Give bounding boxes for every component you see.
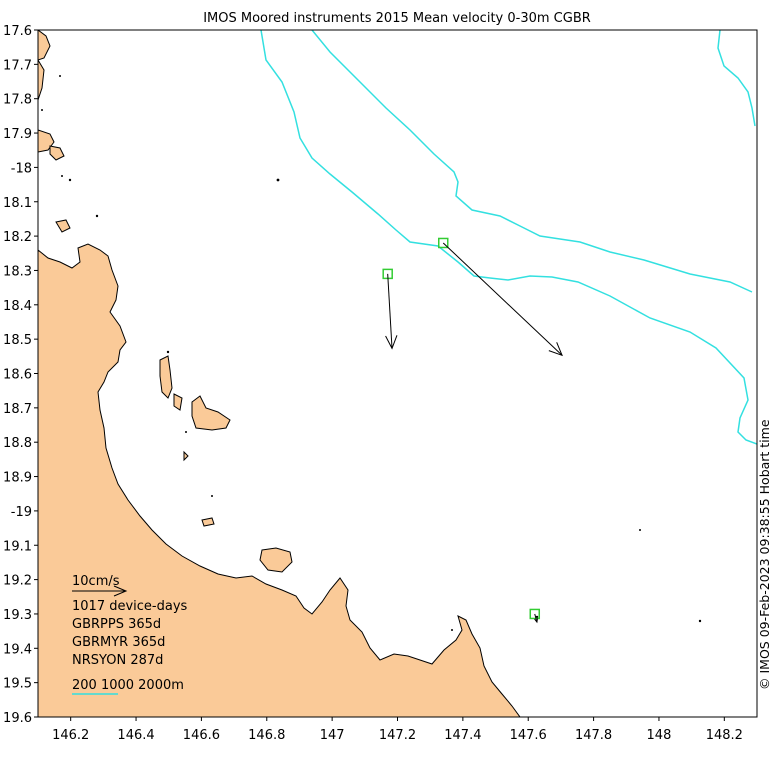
x-tick-label: 148.2 xyxy=(706,728,743,743)
isobath-200m xyxy=(260,30,757,445)
island xyxy=(38,30,51,61)
legend-station-1: GBRPPS 365d xyxy=(72,617,161,632)
island xyxy=(38,59,45,101)
legend-station-2: GBRMYR 365d xyxy=(72,635,165,650)
y-tick-label: 18.8 xyxy=(3,436,32,451)
x-tick-label: 146.2 xyxy=(52,728,89,743)
x-tick-label: 146.8 xyxy=(248,728,285,743)
map-title: IMOS Moored instruments 2015 Mean veloci… xyxy=(203,11,591,26)
island xyxy=(159,355,173,399)
x-axis: 146.2 146.4 146.6 146.8 147 147.2 147.4 147.6 14… xyxy=(52,717,743,743)
x-tick-label: 147.6 xyxy=(510,728,547,743)
x-tick-label: 147 xyxy=(320,728,345,743)
reef-dots xyxy=(41,75,702,631)
velocity-arrowhead-gbrpps xyxy=(385,335,398,350)
isobaths xyxy=(260,30,757,445)
x-tick-label: 147.8 xyxy=(575,728,612,743)
copyright-note: © IMOS 09-Feb-2023 09:38:55 Hobart time xyxy=(757,419,772,690)
island xyxy=(201,517,215,527)
legend-scale-arrow xyxy=(72,585,128,597)
x-tick-label: 148 xyxy=(647,728,672,743)
y-axis: 17.6 17.7 17.8 17.9 -18 18.1 18.2 18.3 18.4 18.5 1… xyxy=(3,24,38,726)
y-tick-label: 19.5 xyxy=(3,677,32,692)
y-tick-label: 19.3 xyxy=(3,608,32,623)
island xyxy=(173,393,183,411)
island xyxy=(191,395,231,431)
mooring-layer xyxy=(382,237,563,624)
y-tick-label: 18.4 xyxy=(3,299,32,314)
mainland-land xyxy=(38,243,521,717)
y-tick-label: 17.8 xyxy=(3,93,32,108)
mooring-marker-nrsyon xyxy=(529,608,541,620)
island xyxy=(49,145,65,161)
island xyxy=(55,219,71,233)
y-tick-label: 19.2 xyxy=(3,574,32,589)
x-tick-label: 146.4 xyxy=(117,728,154,743)
island xyxy=(259,547,293,573)
isobath-1000m xyxy=(311,30,753,293)
y-tick-label: 18.5 xyxy=(3,333,32,348)
isobath-2000m xyxy=(717,30,756,127)
legend: 10cm/s 1017 device-days GBRPPS 365d GBRM… xyxy=(72,574,188,695)
y-tick-label: 17.6 xyxy=(3,24,32,39)
velocity-arrowhead-gbrmyr xyxy=(548,342,563,357)
y-tick-label: 19.4 xyxy=(3,642,32,657)
y-tick-label: 18.2 xyxy=(3,230,32,245)
velocity-arrowhead-nrsyon xyxy=(534,618,539,624)
y-tick-label: 18.3 xyxy=(3,264,32,279)
velocity-arrow-gbrmyr xyxy=(442,242,563,356)
legend-isobaths-label: 200 1000 2000m xyxy=(72,678,184,693)
mooring-marker-gbrmyr xyxy=(438,237,449,249)
legend-scale-label: 10cm/s xyxy=(72,574,120,589)
y-tick-label: 17.7 xyxy=(3,58,32,73)
y-tick-label: -19 xyxy=(11,505,32,520)
y-tick-label: 17.9 xyxy=(3,127,32,142)
x-tick-label: 146.6 xyxy=(183,728,220,743)
legend-device-days: 1017 device-days xyxy=(72,599,188,614)
velocity-arrow-nrsyon xyxy=(534,613,538,623)
y-tick-label: 19.6 xyxy=(3,711,32,726)
y-tick-label: 18.1 xyxy=(3,196,32,211)
x-tick-label: 147.4 xyxy=(444,728,481,743)
legend-station-3: NRSYON 287d xyxy=(72,653,163,668)
y-tick-label: 18.7 xyxy=(3,402,32,417)
y-tick-label: 19.1 xyxy=(3,539,32,554)
x-tick-label: 147.2 xyxy=(379,728,416,743)
velocity-arrow-gbrpps xyxy=(387,273,393,349)
y-tick-label: 18.9 xyxy=(3,471,32,486)
island xyxy=(183,450,189,462)
y-tick-label: -18 xyxy=(11,161,32,176)
y-tick-label: 18.6 xyxy=(3,368,32,383)
